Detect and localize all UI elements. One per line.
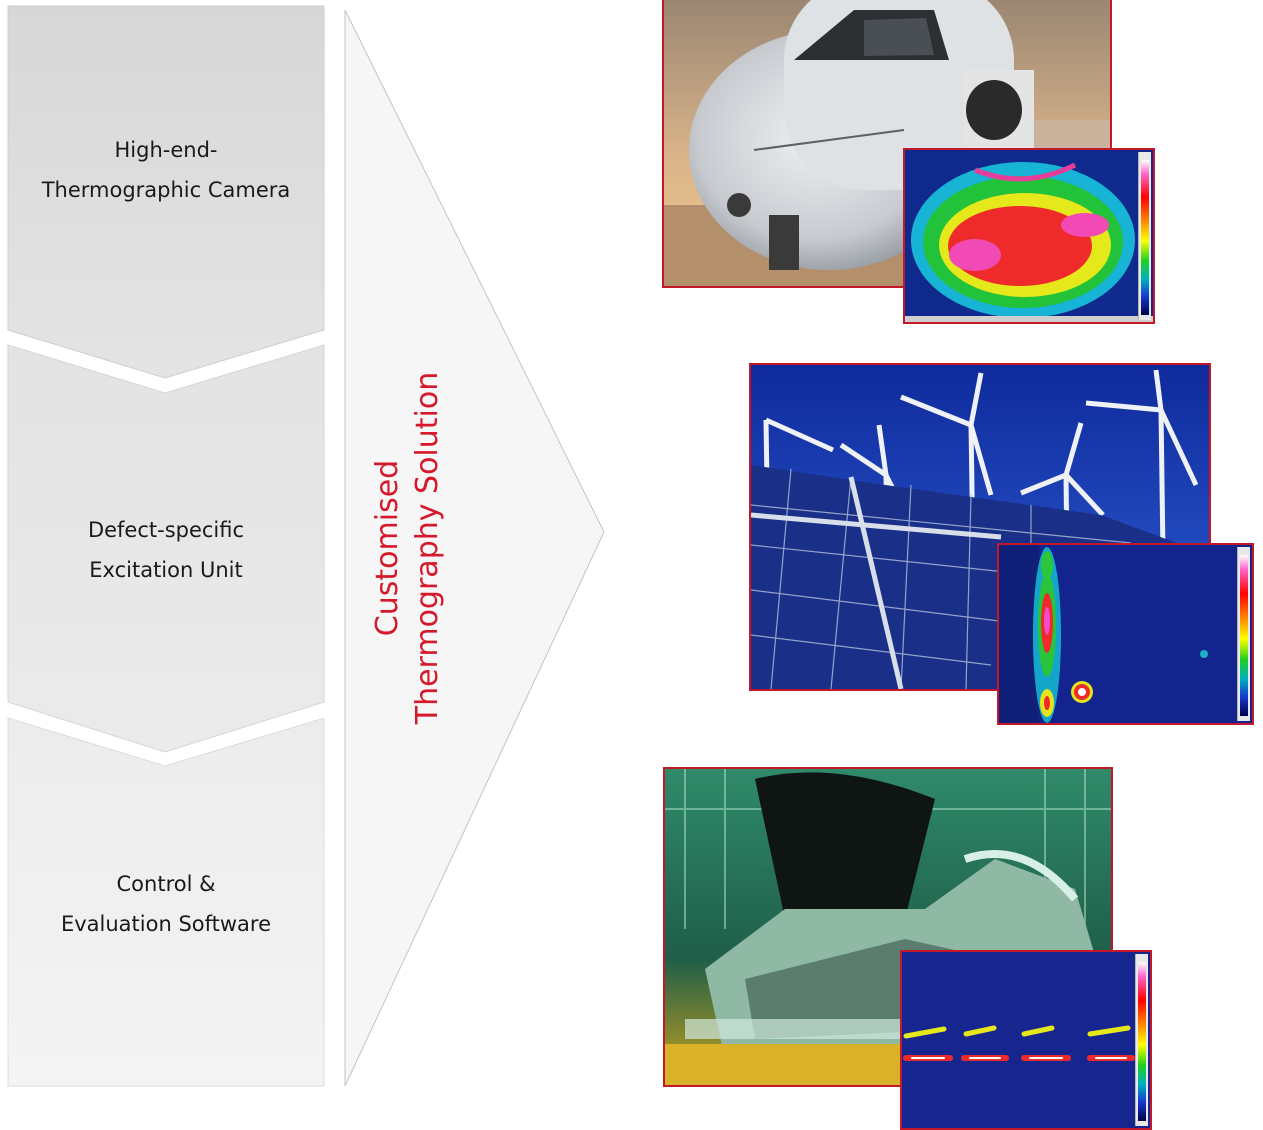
- step-label-software: Control & Evaluation Software: [60, 872, 272, 936]
- thermal-color-scale: [1135, 954, 1148, 1126]
- step-2-chevron: [7, 344, 325, 753]
- solution-arrow-label: Customised Thermography Solution: [370, 371, 445, 725]
- aircraft-thermal-image: [903, 148, 1155, 324]
- solution-arrow: [344, 9, 605, 1087]
- thermal-color-scale: [1138, 152, 1151, 320]
- step-label-excitation: Defect-specific Excitation Unit: [87, 518, 245, 582]
- car-thermal-image: [900, 950, 1152, 1130]
- solar-thermal-image: [997, 543, 1254, 725]
- thermal-color-scale: [1237, 547, 1250, 721]
- step-label-camera: High-end- Thermographic Camera: [41, 138, 291, 202]
- step-3-chevron: [7, 717, 325, 1087]
- step-1-chevron: [7, 5, 325, 379]
- process-diagram-shapes: [7, 5, 605, 1087]
